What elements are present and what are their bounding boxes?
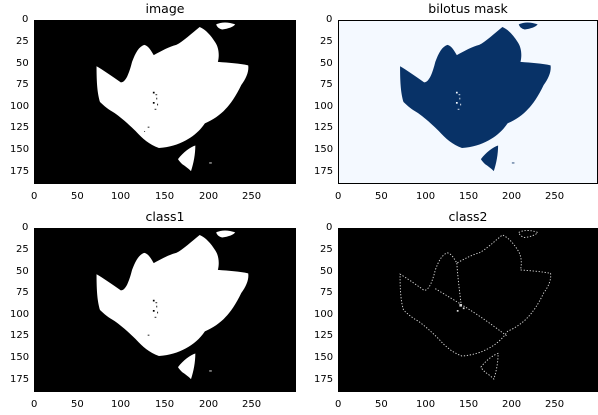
y-tick-label: 100 (314, 101, 334, 112)
x-tick-label: 0 (31, 191, 38, 202)
y-tick-label: 125 (314, 122, 334, 133)
x-tick-label: 100 (416, 399, 436, 410)
y-tick-label: 75 (16, 287, 29, 298)
y-tick-label: 150 (314, 352, 334, 363)
x-tick-label: 250 (242, 191, 262, 202)
panel-title: bilotus mask (428, 1, 508, 16)
y-tick-label: 0 (326, 14, 333, 25)
y-tick-label: 75 (320, 287, 333, 298)
y-tick-label: 125 (314, 330, 334, 341)
y-tick-label: 175 (314, 166, 334, 177)
y-tick-label: 175 (10, 166, 30, 177)
lotus-center-dots (144, 91, 159, 132)
bilotus-mask-image (400, 22, 551, 172)
image-plot-area (34, 20, 296, 184)
class2-edge-outline (399, 230, 552, 380)
x-tick-label: 150 (155, 191, 175, 202)
x-tick-label: 250 (242, 399, 262, 410)
x-tick-label: 50 (71, 399, 84, 410)
y-tick-label: 125 (10, 330, 30, 341)
y-tick-label: 150 (10, 352, 30, 363)
panel-title: image (145, 1, 185, 16)
lotus-silhouette (96, 22, 249, 172)
y-tick-label: 100 (10, 309, 30, 320)
y-tick-label: 25 (320, 36, 333, 47)
class2-plot-area (338, 228, 598, 392)
y-tick-label: 75 (320, 79, 333, 90)
x-tick-label: 100 (416, 191, 436, 202)
y-tick-label: 50 (320, 58, 333, 69)
y-tick-label: 175 (314, 374, 334, 385)
y-tick-label: 50 (16, 266, 29, 277)
class2-image (399, 230, 552, 380)
x-tick-label: 250 (545, 399, 565, 410)
x-tick-label: 100 (111, 191, 131, 202)
mask-center-dots (455, 91, 462, 110)
y-tick-label: 175 (10, 374, 30, 385)
mask-plot-area (338, 20, 598, 184)
y-tick-label: 100 (314, 309, 334, 320)
y-tick-label: 0 (22, 222, 29, 233)
x-tick-label: 150 (459, 191, 479, 202)
y-tick-label: 50 (320, 266, 333, 277)
x-tick-label: 200 (502, 399, 522, 410)
class1-silhouette (96, 230, 249, 380)
y-tick-label: 0 (326, 222, 333, 233)
x-tick-label: 50 (71, 191, 84, 202)
y-tick-label: 25 (16, 36, 29, 47)
x-tick-label: 200 (199, 399, 219, 410)
x-tick-label: 200 (502, 191, 522, 202)
y-tick-label: 75 (16, 79, 29, 90)
lotus-image (96, 22, 249, 172)
panel-class1: class1 0 50 (0, 208, 296, 414)
x-tick-label: 250 (545, 191, 565, 202)
class1-image (96, 230, 249, 380)
x-tick-label: 50 (375, 399, 388, 410)
panel-title: class2 (448, 209, 488, 224)
class2-center-dots (456, 304, 465, 312)
y-tick-label: 125 (10, 122, 30, 133)
y-tick-label: 150 (10, 144, 30, 155)
x-tick-label: 200 (199, 191, 219, 202)
y-tick-label: 25 (16, 244, 29, 255)
y-tick-label: 100 (10, 101, 30, 112)
panel-title: class1 (145, 209, 185, 224)
y-tick-label: 25 (320, 244, 333, 255)
class1-plot-area (34, 228, 296, 392)
x-tick-label: 0 (31, 399, 38, 410)
y-tick-label: 150 (314, 144, 334, 155)
panel-image: image (0, 0, 296, 206)
x-tick-label: 150 (459, 399, 479, 410)
panel-class2: class2 0 50 100 150 200 250 (302, 208, 598, 414)
y-tick-label: 0 (22, 14, 29, 25)
class1-center-dots (147, 299, 159, 336)
x-tick-label: 150 (155, 399, 175, 410)
x-tick-label: 0 (335, 399, 342, 410)
x-tick-label: 50 (375, 191, 388, 202)
panel-bilotus-mask: bilotus mask 0 50 (302, 0, 598, 206)
x-tick-label: 100 (111, 399, 131, 410)
x-tick-label: 0 (335, 191, 342, 202)
y-tick-label: 50 (16, 58, 29, 69)
mask-silhouette (400, 22, 551, 172)
